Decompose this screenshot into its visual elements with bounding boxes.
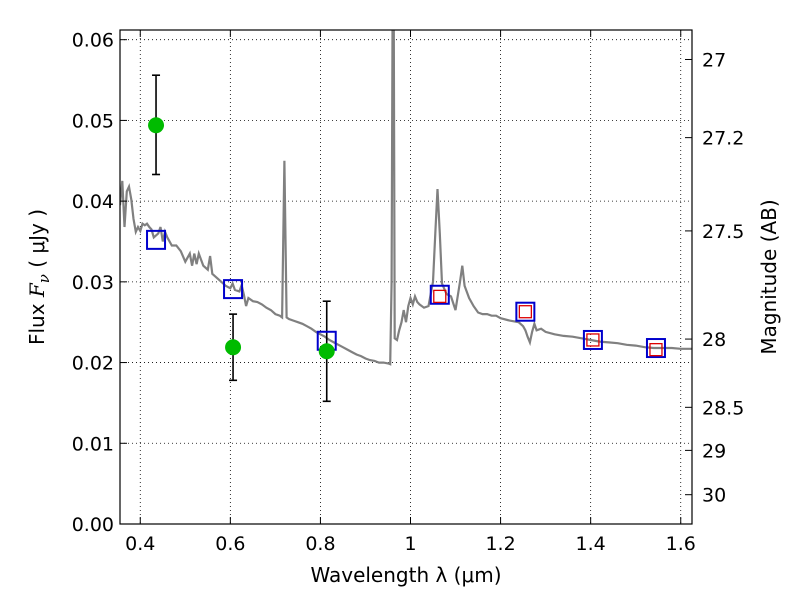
plot-frame: [119, 29, 693, 525]
y2-tick-label: 28.5: [702, 397, 744, 419]
y2-tick-label: 27: [702, 49, 726, 71]
y-axis-label-var: F: [25, 282, 49, 298]
observed-flux-dot: [225, 339, 242, 356]
y-tick-label: 0.04: [72, 191, 114, 213]
y2-tick-label: 27.5: [702, 221, 744, 243]
model-flux-square: [223, 279, 244, 300]
y-axis-label-post: ( μJy ): [25, 209, 49, 274]
y-tick-label: 0.03: [72, 272, 114, 294]
photometry-markers: [146, 117, 666, 360]
y-tick-label: 0.05: [72, 110, 114, 132]
tick-labels: 0.4 0.6 0.8 1 1.2 1.4 1.6 0.00 0.01 0.02 0.03 0.04 0…: [72, 30, 745, 555]
y2-tick-label: 28: [702, 329, 726, 351]
y2-tick-label: 30: [702, 485, 726, 507]
observed-flux-dot: [318, 343, 335, 360]
y-axis-label-pre: Flux: [25, 297, 49, 345]
observed-flux-square: [433, 289, 447, 304]
x-axis-label: Wavelength λ (μm): [310, 563, 501, 587]
x-tick-label: 1.6: [666, 533, 696, 555]
model-flux-square: [515, 301, 536, 322]
y2-axis-label: Magnitude (AB): [757, 199, 781, 354]
x-tick-label: 0.4: [125, 533, 155, 555]
observed-flux-square: [518, 305, 533, 319]
observed-flux-square: [649, 342, 663, 357]
observed-flux-square: [586, 333, 600, 347]
x-tick-label: 1.2: [485, 533, 515, 555]
observed-flux-dot: [148, 117, 165, 134]
x-tick-label: 1.4: [576, 533, 606, 555]
model-flux-square: [645, 338, 666, 359]
errorbars: [152, 74, 331, 403]
model-flux-square: [582, 329, 603, 350]
y-tick-label: 0.01: [72, 433, 114, 455]
y2-tick-label: 29: [702, 440, 726, 462]
x-tick-label: 0.8: [305, 533, 335, 555]
y-tick-label: 0.00: [72, 514, 114, 536]
axis-ticks: [120, 30, 692, 525]
model-flux-square: [429, 284, 450, 305]
spectrum-path: [120, 30, 692, 366]
spectrum-line: [120, 30, 692, 366]
x-tick-label: 0.6: [215, 533, 245, 555]
grid-lines: [120, 30, 692, 525]
y-axis-label-sub: ν: [35, 274, 53, 283]
x-tick-label: 1: [404, 533, 416, 555]
y2-tick-label: 27.2: [702, 128, 744, 150]
y-axis-label: Flux Fν ( μJy ): [25, 209, 53, 345]
y-tick-label: 0.06: [72, 30, 114, 52]
y-tick-label: 0.02: [72, 353, 114, 375]
model-flux-square: [146, 229, 167, 250]
